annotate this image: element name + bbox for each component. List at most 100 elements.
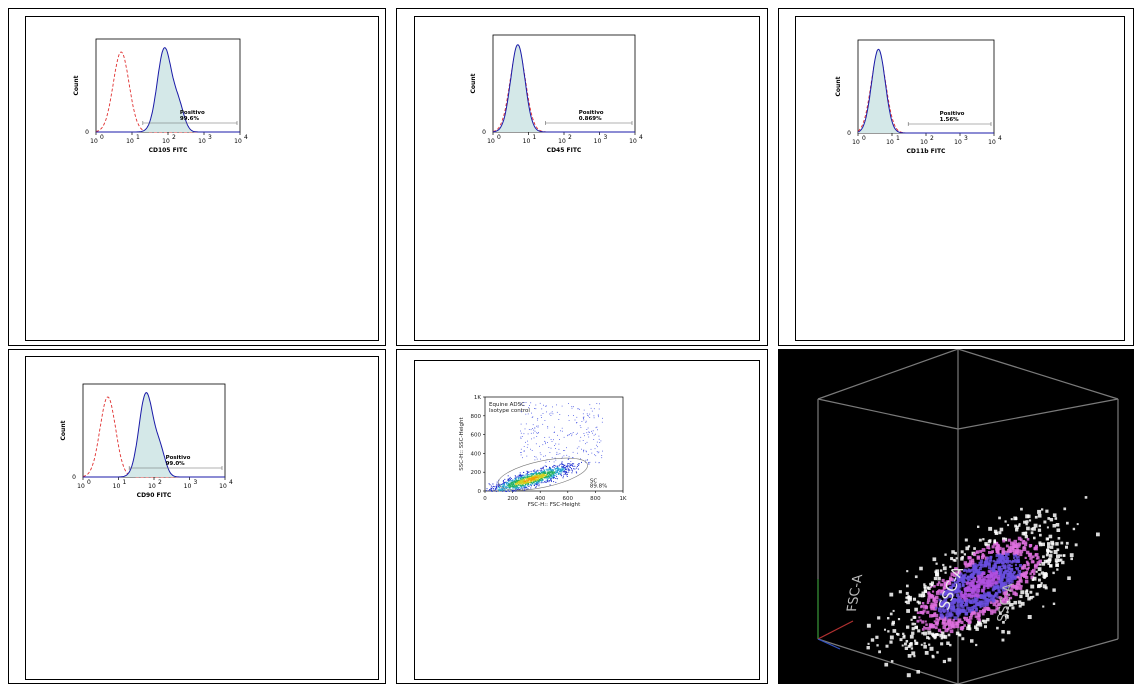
scatter-point <box>595 455 597 457</box>
scatter-point <box>509 484 510 486</box>
scatter-point <box>524 428 526 430</box>
scatter-point <box>544 437 546 438</box>
scatter-point <box>569 434 570 436</box>
y-tick-label: 0 <box>85 129 89 136</box>
x-tick-exponent: 3 <box>194 479 198 486</box>
point <box>994 560 998 565</box>
scatter-point <box>511 484 513 485</box>
point <box>973 594 976 597</box>
point <box>1031 555 1035 559</box>
point <box>934 626 938 630</box>
scatter-point <box>589 461 591 463</box>
scatter-point <box>536 479 538 481</box>
point <box>973 597 977 600</box>
scatter-point <box>549 470 551 472</box>
point <box>993 574 997 578</box>
point <box>941 578 945 582</box>
point <box>870 638 875 642</box>
scatter-point <box>582 440 584 441</box>
point <box>960 626 964 630</box>
gate-name: Positivo <box>166 455 191 461</box>
scatter-point <box>518 477 520 478</box>
scatter-point <box>571 406 573 407</box>
scatter-point <box>555 443 557 445</box>
point <box>947 621 951 625</box>
scatter-point <box>549 468 550 470</box>
x-tick-label: 200 <box>507 496 518 502</box>
scatter-point <box>582 417 584 419</box>
scatter-point <box>531 476 533 478</box>
scatter-point <box>536 425 537 427</box>
scatter-point <box>537 473 539 475</box>
scatter-point <box>560 473 562 475</box>
scatter-point <box>556 469 558 471</box>
scatter-point <box>492 488 494 490</box>
point <box>910 647 914 650</box>
point <box>1096 532 1100 537</box>
point <box>966 587 971 591</box>
point <box>885 644 889 648</box>
scatter-point <box>540 414 542 416</box>
scatter-point <box>486 490 488 492</box>
point <box>978 580 982 584</box>
stained-histogram-fill <box>96 47 240 133</box>
point <box>1045 537 1049 541</box>
point <box>1007 538 1011 542</box>
scatter-point <box>586 451 587 453</box>
scatter-point <box>514 481 516 483</box>
point <box>960 620 964 624</box>
point <box>927 591 931 595</box>
point <box>1037 509 1042 514</box>
point <box>982 587 986 590</box>
scatter-point <box>546 474 548 476</box>
point <box>991 598 995 601</box>
point <box>985 598 989 602</box>
x-tick-exponent: 1 <box>123 479 127 486</box>
scatter-point <box>539 473 541 474</box>
scatter-point <box>488 483 490 485</box>
point <box>942 586 946 590</box>
scatter-point <box>548 477 550 479</box>
scatter-point <box>556 466 558 468</box>
scatter-point <box>534 469 536 471</box>
scatter-point <box>516 476 518 478</box>
point <box>1016 581 1020 585</box>
scatter-point <box>526 477 528 479</box>
point <box>1019 538 1023 542</box>
point <box>1010 585 1014 589</box>
point <box>956 586 960 590</box>
x-tick-exponent: 3 <box>604 134 608 141</box>
scatter-point <box>567 468 569 470</box>
point <box>904 642 907 646</box>
point <box>982 554 986 558</box>
scatter-point <box>563 450 564 451</box>
scatter-point <box>547 475 549 477</box>
x-tick-label: 10 <box>184 483 192 490</box>
scatter-point <box>531 482 533 483</box>
point <box>1055 542 1059 546</box>
scatter-point <box>560 463 562 465</box>
scatter-point <box>542 466 544 468</box>
scatter-point <box>521 482 523 484</box>
point <box>1025 576 1029 580</box>
point <box>915 626 918 629</box>
scatter-point <box>553 477 555 479</box>
scatter-point <box>512 484 514 486</box>
scatter-point <box>544 475 546 477</box>
point <box>1063 507 1067 511</box>
scatter-point <box>539 452 541 454</box>
scatter-point <box>509 476 511 478</box>
point <box>1005 554 1008 557</box>
point <box>956 604 959 607</box>
scatter-point <box>550 412 552 414</box>
x-tick-label: 1K <box>619 496 626 502</box>
point <box>940 614 945 619</box>
scatter-point <box>567 473 568 475</box>
scatter-point <box>549 474 551 475</box>
scatter-point <box>532 473 534 475</box>
scatter-point <box>521 436 523 437</box>
point <box>942 617 947 622</box>
point <box>985 543 988 547</box>
point <box>984 559 989 563</box>
scatter-point <box>539 474 541 476</box>
